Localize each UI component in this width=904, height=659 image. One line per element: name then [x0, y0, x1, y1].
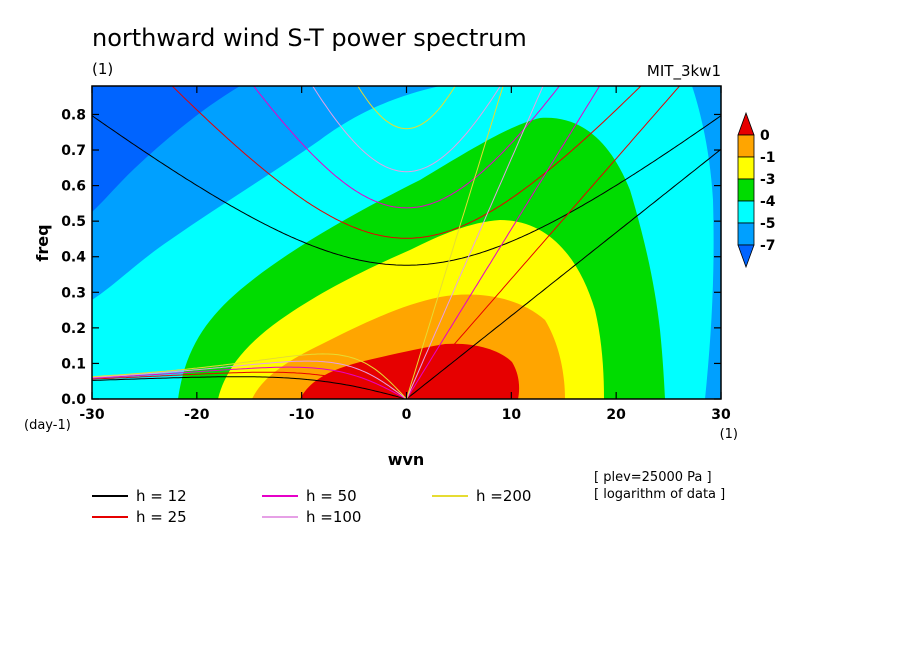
y-tick-label: 0.0	[61, 392, 86, 408]
kelvin-curve	[406, 86, 504, 399]
y-tick-label: 0.6	[61, 179, 86, 195]
x-tick-label: -20	[184, 407, 210, 423]
contour-level-6	[92, 86, 440, 300]
y-axis-ticks: 0.0 0.1 0.2 0.3 0.4 0.5 0.6 0.7 0.8	[61, 107, 721, 408]
contour-level-7	[92, 86, 240, 212]
colorbar-arrow-top	[737, 111, 755, 136]
contour-fill-layer	[92, 86, 721, 399]
x-tick-label: 20	[606, 407, 626, 423]
colorbar-segment	[737, 134, 755, 158]
x-tick-label: -10	[289, 407, 315, 423]
colorbar-label: -1	[760, 150, 776, 166]
y-tick-label: 0.5	[61, 214, 86, 230]
y-axis-label: freq	[33, 224, 52, 261]
legend-label: h =100	[306, 508, 361, 526]
colorbar-segment	[737, 200, 755, 224]
dispersion-curves	[92, 86, 721, 399]
legend-label: h = 12	[136, 487, 187, 505]
rossby-curve	[92, 360, 407, 399]
x-axis-label: wvn	[388, 450, 425, 469]
y-tick-label: 0.8	[61, 107, 86, 123]
kelvin-curve	[406, 86, 681, 399]
x-tick-label: 0	[402, 407, 412, 423]
colorbar-label: -7	[760, 238, 776, 254]
colorbar-label: -5	[760, 216, 776, 232]
gravity-wave-curve	[357, 86, 456, 130]
y-unit-label: (day-1)	[24, 418, 71, 433]
annotation-log: [ logarithm of data ]	[594, 487, 725, 502]
colorbar-label: -4	[760, 194, 776, 210]
rossby-curve	[92, 366, 407, 399]
chart-title: northward wind S-T power spectrum	[92, 24, 527, 52]
contour-level-6-right	[692, 86, 721, 399]
chart-subtitle-right: MIT_3kw1	[647, 62, 721, 81]
x-axis-ticks: -30 -20 -10 0 10 20 30	[79, 86, 731, 423]
x-tick-label: -30	[79, 407, 105, 423]
colorbar-label: 0	[760, 128, 770, 144]
kelvin-curve	[406, 148, 721, 399]
gravity-wave-curve	[171, 86, 642, 239]
colorbar-segment	[737, 222, 755, 246]
colorbar-label: -3	[760, 172, 776, 188]
colorbar-segment	[737, 178, 755, 202]
colorbar-segment	[737, 156, 755, 180]
rossby-curve	[92, 371, 407, 399]
chart-subtitle-left: (1)	[92, 60, 113, 78]
legend-label: h = 25	[136, 508, 187, 526]
x-tick-label: 10	[502, 407, 522, 423]
kelvin-curve	[406, 86, 544, 399]
gravity-wave-curve	[252, 86, 561, 209]
colorbar-arrow-bottom	[737, 244, 755, 269]
gravity-wave-curve	[312, 86, 501, 173]
y-tick-label: 0.1	[61, 356, 86, 372]
legend: h = 12 h = 25 h = 50 h =100 h =200	[92, 487, 531, 526]
y-tick-label: 0.2	[61, 321, 86, 337]
y-tick-label: 0.7	[61, 143, 86, 159]
gravity-wave-curve	[92, 115, 721, 266]
x-tick-label: 30	[711, 407, 731, 423]
rossby-curve	[92, 353, 407, 399]
contour-level-1	[300, 343, 520, 399]
annotation-plev: [ plev=25000 Pa ]	[594, 470, 712, 485]
y-tick-label: 0.3	[61, 285, 86, 301]
rossby-curve	[92, 376, 407, 399]
x-unit-label: (1)	[720, 427, 738, 442]
legend-label: h = 50	[306, 487, 357, 505]
y-tick-label: 0.4	[61, 250, 86, 266]
colorbar: 0 -1 -3 -4 -5 -7	[737, 111, 776, 269]
legend-label: h =200	[476, 487, 531, 505]
kelvin-curve	[406, 86, 601, 399]
